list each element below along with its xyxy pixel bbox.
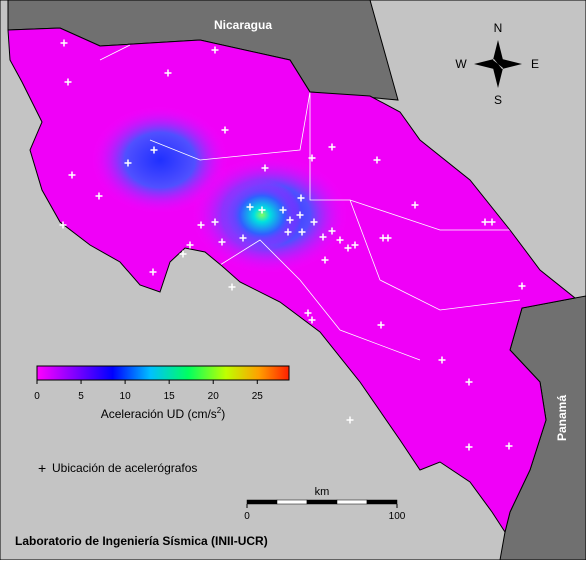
station <box>373 156 381 164</box>
colorbar-tick-label: 15 <box>164 391 176 402</box>
country-label: Panamá <box>555 395 569 441</box>
legend: + Ubicación de acelerógrafos <box>38 460 197 476</box>
compass-rose <box>474 40 522 88</box>
label-end: ) <box>221 407 225 421</box>
station <box>286 216 294 224</box>
station <box>149 268 157 276</box>
colorbar-tick-label: 0 <box>34 391 40 402</box>
station <box>258 206 266 214</box>
station <box>239 234 247 242</box>
station <box>95 192 103 200</box>
colorbar-tick-label: 5 <box>78 391 84 402</box>
colorbar-tick-label: 10 <box>120 391 132 402</box>
station <box>481 218 489 226</box>
scale-segment <box>306 499 338 505</box>
colorbar-scale <box>36 365 290 381</box>
compass-w: W <box>455 57 467 71</box>
station <box>246 203 254 211</box>
station <box>488 218 496 226</box>
label-sup: 2 <box>217 406 222 415</box>
station <box>328 143 336 151</box>
compass: N S W E <box>455 21 539 107</box>
scale-segment <box>246 499 278 505</box>
scale-tick-label: 100 <box>389 511 406 522</box>
scale-tick-label: 0 <box>244 511 250 522</box>
station <box>60 39 68 47</box>
colorbar: Aceleración UD (cm/s2) 0 5 10 15 20 25 <box>34 365 290 421</box>
station <box>211 46 219 54</box>
coastline <box>7 27 577 534</box>
country-label: Nicaragua <box>214 18 272 32</box>
station <box>321 256 329 264</box>
station <box>296 211 304 219</box>
legend-symbol: + <box>38 460 46 476</box>
station <box>438 356 446 364</box>
station <box>218 238 226 246</box>
station <box>179 250 187 258</box>
station <box>308 316 316 324</box>
scale-segment <box>276 499 308 505</box>
station <box>68 171 76 179</box>
station <box>411 201 419 209</box>
station <box>221 126 229 134</box>
station <box>304 309 312 317</box>
station <box>228 283 236 291</box>
legend-label: Ubicación de acelerógrafos <box>52 461 197 475</box>
station <box>319 233 327 241</box>
intensity-zone <box>222 180 302 250</box>
compass-e: E <box>531 57 539 71</box>
colorbar-tick-label: 25 <box>252 391 264 402</box>
station <box>465 378 473 386</box>
station <box>59 221 67 229</box>
station <box>310 218 318 226</box>
station <box>298 228 306 236</box>
station <box>164 69 172 77</box>
station <box>297 194 305 202</box>
station <box>64 78 72 86</box>
station <box>351 241 359 249</box>
station <box>211 218 219 226</box>
station <box>186 241 194 249</box>
station <box>124 159 132 167</box>
station <box>279 206 287 214</box>
station <box>384 234 392 242</box>
compass-s: S <box>494 93 502 107</box>
station <box>284 228 292 236</box>
footer: Laboratorio de Ingeniería Sísmica (INII-… <box>15 534 268 548</box>
station <box>308 154 316 162</box>
station <box>346 416 354 424</box>
station <box>505 442 513 450</box>
station <box>261 164 269 172</box>
scale-bar: km 0 100 <box>244 486 406 522</box>
station <box>328 227 336 235</box>
station <box>197 221 205 229</box>
station <box>465 443 473 451</box>
colorbar-tick-label: 20 <box>208 391 220 402</box>
station <box>377 321 385 329</box>
compass-n: N <box>494 21 503 35</box>
station <box>150 146 158 154</box>
station <box>344 244 352 252</box>
station <box>336 236 344 244</box>
label-text: Aceleración UD (cm/s <box>101 407 217 421</box>
scale-segment <box>366 499 398 505</box>
scale-unit: km <box>315 486 330 498</box>
intensity-zone <box>90 105 230 215</box>
scale-segment <box>336 499 368 505</box>
stations <box>59 39 526 451</box>
colorbar-label: Aceleración UD (cm/s2) <box>101 406 225 421</box>
station <box>518 282 526 290</box>
province-boundary <box>99 44 521 361</box>
